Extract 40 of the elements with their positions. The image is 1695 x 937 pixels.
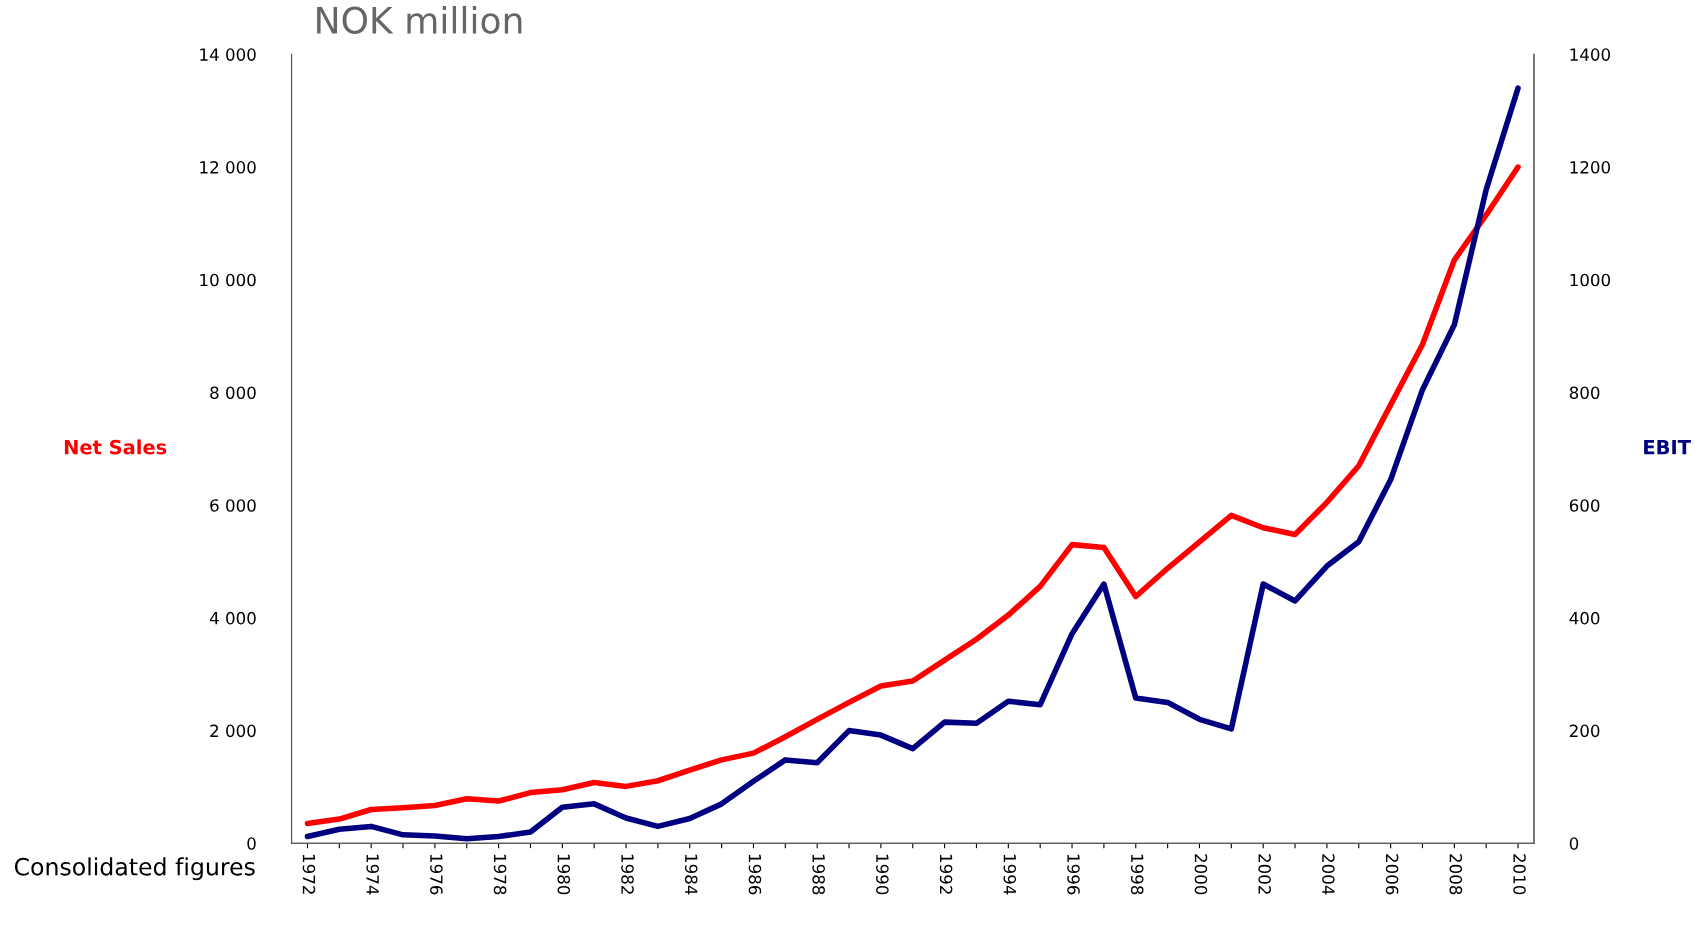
x-tick-label: 2000 [1194,854,1208,895]
x-tick-label: 1978 [493,854,507,895]
x-tick-label: 1998 [1130,854,1144,895]
y-tick-label: 8 000 [210,386,256,400]
y2-tick-label: 400 [1569,611,1600,625]
x-tick-label: 1984 [684,854,698,895]
y2-tick-label: 0 [1569,837,1579,850]
x-tick-label: 1990 [876,854,889,895]
y2-axis-title: EBIT [1644,440,1691,455]
x-tick-label: 1972 [302,854,316,894]
x-tick-label: 1982 [621,854,634,894]
y2-tick-label: 800 [1569,386,1600,400]
x-tick-label: 2006 [1385,854,1399,895]
x-tick-label: 1994 [1003,854,1017,895]
y2-tick-label: 1200 [1570,161,1611,174]
x-tick-label: 1996 [1067,854,1080,895]
x-tick-label: 1986 [748,854,762,895]
y-tick-label: 2 000 [210,724,256,738]
y2-tick-label: 1000 [1570,273,1611,287]
y-tick-label: 10 000 [200,273,256,287]
x-tick-label: 1992 [939,854,953,894]
x-tick-label: 1980 [557,854,571,895]
y2-tick-label: 200 [1569,724,1600,738]
text: Consolidated figures [14,857,255,881]
x-tick-label: 2002 [1258,854,1271,894]
y-tick-label: 6 000 [210,499,256,512]
chart-title: NOK million [317,5,522,34]
y-tick-label: 4 000 [209,611,256,625]
y-axis-title: Net Sales [64,439,167,455]
y-tick-label: 0 [247,837,256,850]
x-tick-label: 1974 [366,854,379,895]
x-tick-label: 2008 [1449,854,1463,895]
x-tick-label: 1976 [430,854,443,895]
x-tick-label: 2004 [1322,854,1335,895]
y2-tick-label: 600 [1569,499,1600,512]
y-tick-label: 14 000 [200,48,256,61]
y2-tick-label: 1400 [1570,48,1611,61]
x-tick-label: 2010 [1513,854,1526,895]
x-tick-label: 1988 [812,854,825,895]
y-tick-label: 12 000 [200,161,256,174]
